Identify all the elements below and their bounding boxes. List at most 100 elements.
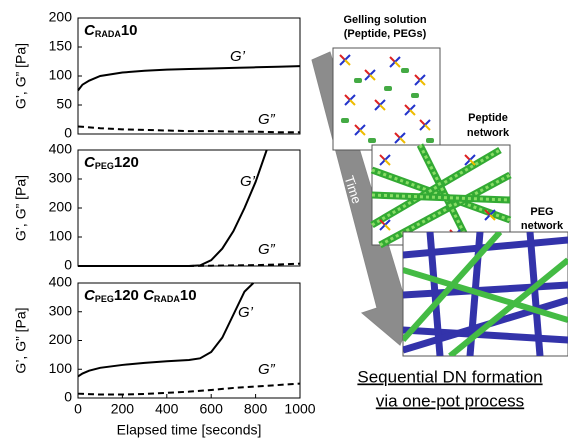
peptide-arm: [389, 61, 396, 68]
peptide-arm: [379, 224, 386, 231]
x-tick-label: 200: [111, 401, 135, 417]
peptide-arm: [419, 74, 426, 81]
y-tick-label: 300: [49, 170, 73, 186]
peptide-arm: [484, 214, 491, 221]
y-tick-label: 400: [49, 141, 73, 157]
line-series: [77, 125, 300, 134]
line-series: [77, 65, 301, 92]
peptide-fiber: [371, 193, 511, 202]
peptide-arm: [374, 104, 381, 111]
peg-network: [403, 232, 568, 356]
peptide-arm: [399, 137, 406, 144]
box-label: Gelling solution: [343, 14, 426, 26]
series-label: G”: [258, 111, 276, 128]
peptide-arm: [399, 132, 406, 139]
title-part: RADA: [95, 29, 121, 39]
peptide-arm: [414, 79, 421, 86]
box-label: (Peptide, PEGs): [344, 28, 427, 40]
chart-title: CPEG120 CRADA10: [84, 287, 197, 304]
peptide-arm: [464, 154, 471, 161]
peptide-arm: [394, 56, 401, 63]
peptide-arm: [369, 69, 376, 76]
peg-molecule: [368, 138, 376, 143]
y-tick-label: 0: [64, 389, 72, 405]
y-tick-label: 100: [49, 360, 73, 376]
y-tick-label: 400: [49, 274, 73, 290]
title-part: 10: [121, 22, 138, 39]
title-part: PEG: [95, 294, 114, 304]
peg-molecule: [354, 78, 362, 83]
title-part: C: [84, 154, 96, 171]
peg-chain: [526, 232, 544, 356]
title-part: 120: [114, 154, 139, 171]
peptide-arm: [364, 74, 371, 81]
peptide-arm: [409, 104, 416, 111]
peptide-arm: [384, 224, 391, 231]
peptide-arm: [379, 219, 386, 226]
peptide-fiber: [379, 173, 511, 247]
peptide-arm: [379, 154, 386, 161]
peptide-arm: [379, 159, 386, 166]
peptide-arm: [349, 99, 356, 106]
peptide-fiber: [403, 267, 568, 323]
peptide-arm: [344, 54, 351, 61]
peptide-arm: [394, 132, 401, 139]
peptide-fiber: [403, 232, 503, 343]
peptide-arm: [404, 104, 411, 111]
line-series: [77, 282, 255, 378]
y-tick-label: 0: [64, 257, 72, 273]
x-tick-label: 0: [74, 401, 82, 417]
y-tick-label: 0: [64, 125, 72, 141]
peptide-arm: [364, 69, 371, 76]
x-tick-label: 1000: [284, 401, 315, 417]
peptide-arm: [424, 119, 431, 126]
peptide-arm: [394, 137, 401, 144]
peptide-arm: [384, 154, 391, 161]
peg-chain: [426, 232, 444, 356]
x-tick-label: 800: [244, 401, 268, 417]
peptide-arm: [484, 209, 491, 216]
schematic: [332, 47, 568, 357]
chart-title: CRADA10: [84, 22, 138, 39]
title-part: C: [84, 22, 96, 39]
box-label: PEG: [530, 206, 553, 218]
title-part: PEG: [95, 161, 114, 171]
peg-chain: [403, 281, 568, 299]
peptide-arm: [409, 109, 416, 116]
peptide-arm: [489, 214, 496, 221]
peptide-arm: [359, 129, 366, 136]
peptide-arm: [344, 59, 351, 66]
peg-molecule: [384, 86, 392, 91]
y-tick-label: 150: [49, 38, 73, 54]
caption: Sequential DN formation: [357, 367, 542, 386]
caption: via one-pot process: [376, 391, 524, 410]
series-label: G’: [238, 304, 254, 321]
y-tick-label: 100: [49, 67, 73, 83]
peptide-arm: [374, 99, 381, 106]
peptide-arm: [359, 124, 366, 131]
y-axis-label: G’, G” [Pa]: [13, 43, 29, 109]
box-label: network: [467, 127, 510, 139]
peg-molecule: [341, 118, 349, 123]
chart-title: CPEG120: [84, 154, 139, 171]
peptide-arm: [464, 159, 471, 166]
series-label: G”: [258, 241, 276, 258]
box-label: Peptide: [468, 112, 508, 124]
x-tick-label: 400: [155, 401, 179, 417]
peptide-arm: [414, 74, 421, 81]
peptide-arm: [469, 154, 476, 161]
peptide-arm: [339, 54, 346, 61]
title-part: 120: [114, 287, 143, 304]
peptide-arm: [394, 61, 401, 68]
title-part: C: [143, 287, 155, 304]
peptide-arm: [344, 99, 351, 106]
peg-molecule: [426, 138, 434, 143]
peptide-arm: [379, 99, 386, 106]
peg-molecule: [401, 68, 409, 73]
peptide-arm: [384, 219, 391, 226]
peg-molecule: [411, 93, 419, 98]
title-part: 10: [180, 287, 197, 304]
peptide-arm: [419, 124, 426, 131]
